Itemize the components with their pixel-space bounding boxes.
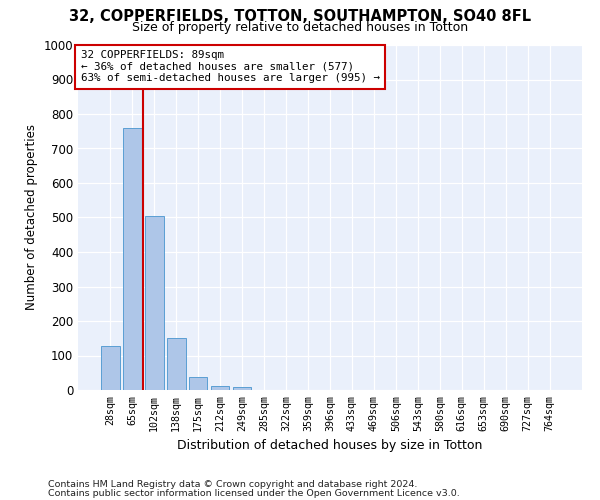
Text: 32 COPPERFIELDS: 89sqm
← 36% of detached houses are smaller (577)
63% of semi-de: 32 COPPERFIELDS: 89sqm ← 36% of detached… <box>80 50 380 84</box>
Y-axis label: Number of detached properties: Number of detached properties <box>25 124 38 310</box>
Bar <box>211 386 229 390</box>
X-axis label: Distribution of detached houses by size in Totton: Distribution of detached houses by size … <box>178 439 482 452</box>
Text: Size of property relative to detached houses in Totton: Size of property relative to detached ho… <box>132 21 468 34</box>
Text: Contains HM Land Registry data © Crown copyright and database right 2024.: Contains HM Land Registry data © Crown c… <box>48 480 418 489</box>
Bar <box>167 338 185 390</box>
Bar <box>145 216 164 390</box>
Text: Contains public sector information licensed under the Open Government Licence v3: Contains public sector information licen… <box>48 488 460 498</box>
Bar <box>101 346 119 390</box>
Text: 32, COPPERFIELDS, TOTTON, SOUTHAMPTON, SO40 8FL: 32, COPPERFIELDS, TOTTON, SOUTHAMPTON, S… <box>69 9 531 24</box>
Bar <box>123 128 142 390</box>
Bar <box>233 387 251 390</box>
Bar <box>189 377 208 390</box>
